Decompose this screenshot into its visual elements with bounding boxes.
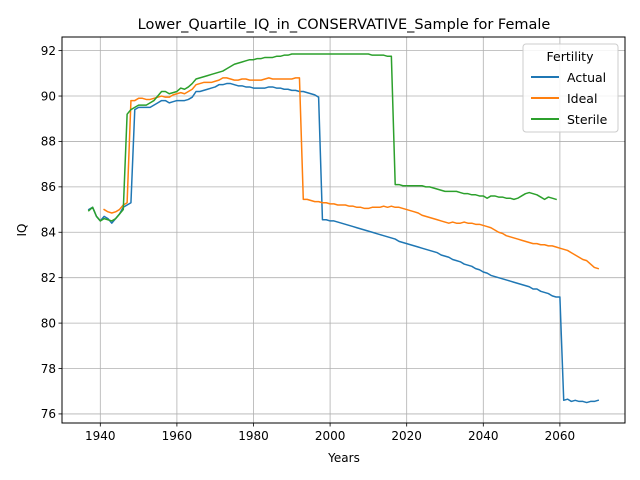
y-tick-label: 90 <box>41 89 56 103</box>
y-tick-label: 88 <box>41 135 56 149</box>
y-tick-label: 86 <box>41 180 56 194</box>
series-lines <box>87 53 600 404</box>
x-tick-label: 1940 <box>85 429 116 443</box>
y-axis-title: IQ <box>15 224 29 237</box>
x-tick-label: 2060 <box>545 429 576 443</box>
series-line-sterile <box>87 53 557 222</box>
plot-frame <box>61 36 626 424</box>
chart-title: Lower_Quartile_IQ_in_CONSERVATIVE_Sample… <box>138 17 551 33</box>
y-tick-label: 78 <box>41 362 56 376</box>
x-tick-label: 2000 <box>315 429 346 443</box>
legend-box <box>522 43 619 133</box>
x-tick-label: 1960 <box>162 429 193 443</box>
y-tick-label: 84 <box>41 226 56 240</box>
grid-lines <box>62 37 625 423</box>
x-axis-title: Years <box>327 451 360 465</box>
legend-label-ideal: Ideal <box>567 91 597 106</box>
y-tick-label: 92 <box>41 44 56 58</box>
axis-ticks: 1940 1960 1980 2000 2020 2040 2060 76 78 80 82 84 86… <box>41 44 575 443</box>
x-tick-label: 2040 <box>468 429 499 443</box>
legend-label-sterile: Sterile <box>567 112 608 127</box>
legend-label-actual: Actual <box>567 70 606 85</box>
series-line-actual <box>87 82 600 404</box>
y-tick-label: 82 <box>41 271 56 285</box>
series-line-ideal <box>103 77 600 270</box>
y-tick-label: 80 <box>41 316 56 330</box>
y-tick-label: 76 <box>41 407 56 421</box>
legend-title: Fertility <box>547 49 595 64</box>
x-tick-label: 1980 <box>238 429 269 443</box>
legend: Fertility Actual Ideal Sterile <box>522 43 619 133</box>
x-tick-label: 2020 <box>391 429 422 443</box>
